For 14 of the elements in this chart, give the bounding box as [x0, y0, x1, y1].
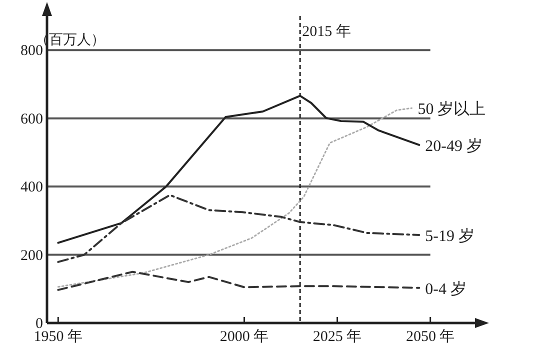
line-series	[57, 270, 420, 291]
y-tick-label: 600	[20, 111, 43, 128]
series-label: 5-19 岁	[425, 226, 474, 245]
series-label: 50 岁以上	[418, 100, 486, 118]
line-series	[57, 107, 412, 288]
series-label: 0-4 岁	[425, 280, 466, 298]
series-label: 20-49 岁	[425, 136, 482, 155]
y-tick-label: 400	[20, 180, 43, 196]
line-series	[57, 194, 420, 263]
x-tick-label: 2000 年	[220, 328, 269, 345]
x-tick-label: 2025 年	[312, 328, 362, 345]
x-tick-label: 2050 年	[406, 328, 455, 345]
ref-line-label: 2015 年	[302, 23, 351, 40]
y-tick-label: 200	[20, 248, 43, 264]
